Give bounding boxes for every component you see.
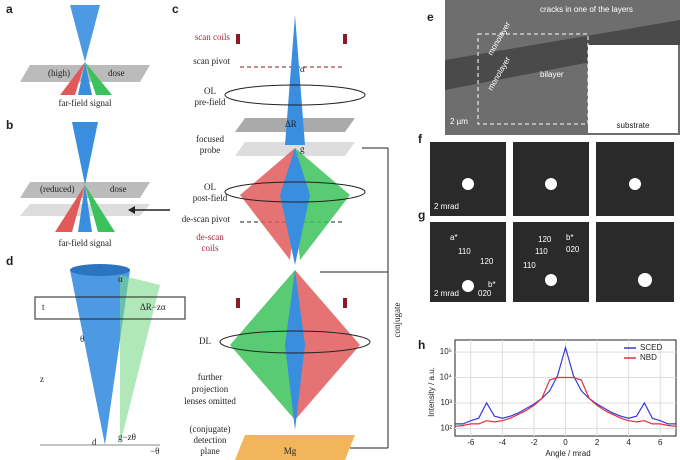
panel-a: a (high) dose far-field signal: [6, 2, 150, 108]
text: d: [92, 437, 97, 447]
text: Mg: [284, 446, 297, 456]
x-tick-label: 4: [626, 438, 631, 447]
text: substrate: [617, 121, 650, 130]
x-tick-label: -4: [499, 438, 507, 447]
text: dose: [108, 68, 125, 78]
panel-g: g 2 mrad a* 110 120 b* 020 b* 120 110 02…: [418, 208, 674, 302]
text: cracks in one of the layers: [540, 5, 633, 14]
text: ΔR: [285, 119, 297, 129]
panel-label: e: [427, 10, 434, 24]
panel-label: f: [418, 132, 423, 146]
text: dose: [110, 184, 127, 194]
text: (high): [48, 68, 70, 78]
y-tick-label: 10⁵: [440, 347, 452, 356]
panel-label: c: [172, 2, 179, 16]
text: bilayer: [540, 70, 564, 79]
text: pre-field: [195, 97, 226, 107]
text: g: [300, 144, 305, 154]
text: z: [40, 374, 44, 384]
text: post-field: [193, 193, 228, 203]
y-axis-label: Intensity / a.u.: [427, 367, 436, 417]
text: 120: [480, 257, 494, 266]
text: α: [300, 64, 305, 74]
text: b*: [566, 233, 574, 242]
text: 2 mrad: [434, 202, 459, 211]
text: de-scan: [196, 232, 224, 242]
text: t: [42, 302, 45, 312]
text: coils: [202, 243, 219, 253]
text: 2 µm: [450, 117, 468, 126]
text: −θ: [150, 446, 159, 456]
text: far-field signal: [58, 98, 112, 108]
text: detection: [194, 435, 227, 445]
text: projection: [192, 384, 229, 394]
text: 020: [478, 289, 492, 298]
x-tick-label: -2: [530, 438, 538, 447]
y-tick-label: 10²: [440, 423, 452, 432]
text: b*: [488, 280, 496, 289]
text: de-scan pivot: [182, 214, 231, 224]
text: OL: [204, 182, 216, 192]
text: 110: [535, 247, 548, 256]
text: lenses omitted: [184, 396, 236, 406]
legend-label: SCED: [640, 343, 662, 352]
panel-e: e cracks in one of the layers monolayer …: [427, 0, 680, 135]
text: (conjugate): [190, 424, 231, 434]
legend-label: NBD: [640, 353, 657, 362]
text: α: [118, 274, 123, 284]
text: far-field signal: [58, 238, 112, 248]
panel-b: b (reduced) dose far-field signal: [6, 118, 170, 248]
text: further: [198, 372, 223, 382]
panel-c: c scan coils scan pivot OL pre-field ΔR …: [172, 2, 402, 460]
y-tick-label: 10³: [440, 398, 452, 407]
text: plane: [200, 446, 220, 456]
text: 110: [458, 247, 471, 256]
text: θ: [80, 334, 84, 344]
y-tick-label: 10⁴: [440, 373, 453, 382]
text: scan pivot: [193, 56, 230, 66]
text: 020: [566, 245, 580, 254]
panel-label: a: [6, 2, 13, 16]
figure: a (high) dose far-field signal b (reduce…: [0, 0, 680, 460]
x-axis-label: Angle / mrad: [545, 449, 590, 458]
x-tick-label: 0: [563, 438, 568, 447]
text: a*: [450, 233, 458, 242]
text: g−zθ: [118, 432, 136, 442]
text: DL: [199, 336, 211, 346]
x-tick-label: -6: [467, 438, 475, 447]
x-tick-label: 6: [658, 438, 663, 447]
x-tick-label: 2: [595, 438, 600, 447]
panel-f: f 2 mrad: [418, 132, 674, 216]
panel-label: b: [6, 118, 13, 132]
text: focused: [196, 134, 224, 144]
text: (reduced): [40, 184, 74, 194]
text: probe: [200, 145, 221, 155]
text: 2 mrad: [434, 289, 459, 298]
text: conjugate: [392, 303, 402, 338]
panel-label: d: [6, 254, 13, 268]
panel-label: h: [418, 338, 425, 352]
text: OL: [204, 86, 216, 96]
panel-label: g: [418, 208, 425, 222]
text: 120: [538, 235, 552, 244]
panel-d: d t ΔR−zα α θ z d g−zθ −θ: [6, 254, 185, 456]
text: 110: [523, 261, 536, 270]
text: scan coils: [195, 32, 231, 42]
text: ΔR−zα: [140, 302, 166, 312]
